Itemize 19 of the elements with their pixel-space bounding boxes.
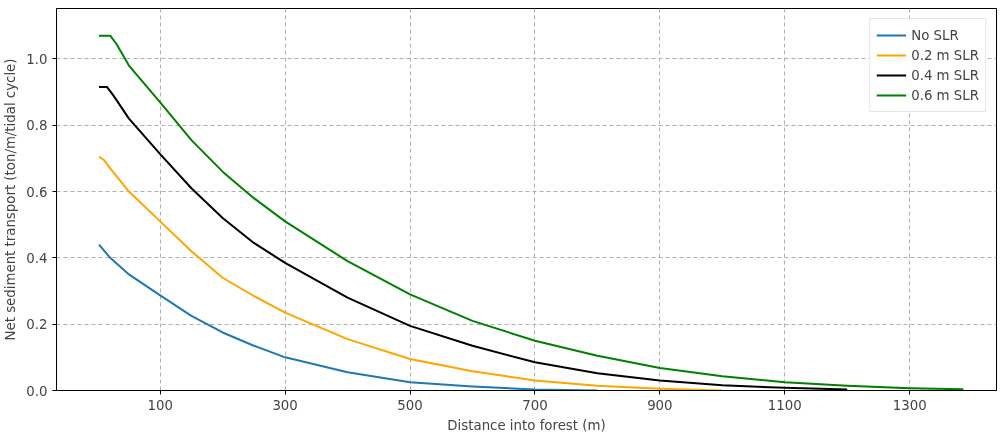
x-tick-label: 100 <box>147 397 173 413</box>
x-tick-label: 500 <box>397 397 423 413</box>
y-tick-label: 0.4 <box>26 250 48 266</box>
y-tick-label: 0.8 <box>26 118 48 134</box>
x-tick-label: 1300 <box>892 397 927 413</box>
x-axis-title: Distance into forest (m) <box>447 417 606 433</box>
y-tick-label: 0.2 <box>26 317 48 333</box>
legend-label: 0.4 m SLR <box>911 67 979 83</box>
x-tick-label: 700 <box>522 397 548 413</box>
y-tick-label: 1.0 <box>26 51 48 67</box>
y-tick-label: 0.0 <box>26 383 48 399</box>
x-tick-label: 900 <box>647 397 673 413</box>
y-tick-label: 0.6 <box>26 184 48 200</box>
x-tick-label: 300 <box>272 397 298 413</box>
legend-label: 0.2 m SLR <box>911 47 979 63</box>
y-axis-title: Net sediment transport (ton/m/tidal cycle) <box>3 58 19 341</box>
x-tick-label: 1100 <box>767 397 802 413</box>
legend-label: 0.6 m SLR <box>911 87 979 103</box>
legend-label: No SLR <box>911 27 959 43</box>
